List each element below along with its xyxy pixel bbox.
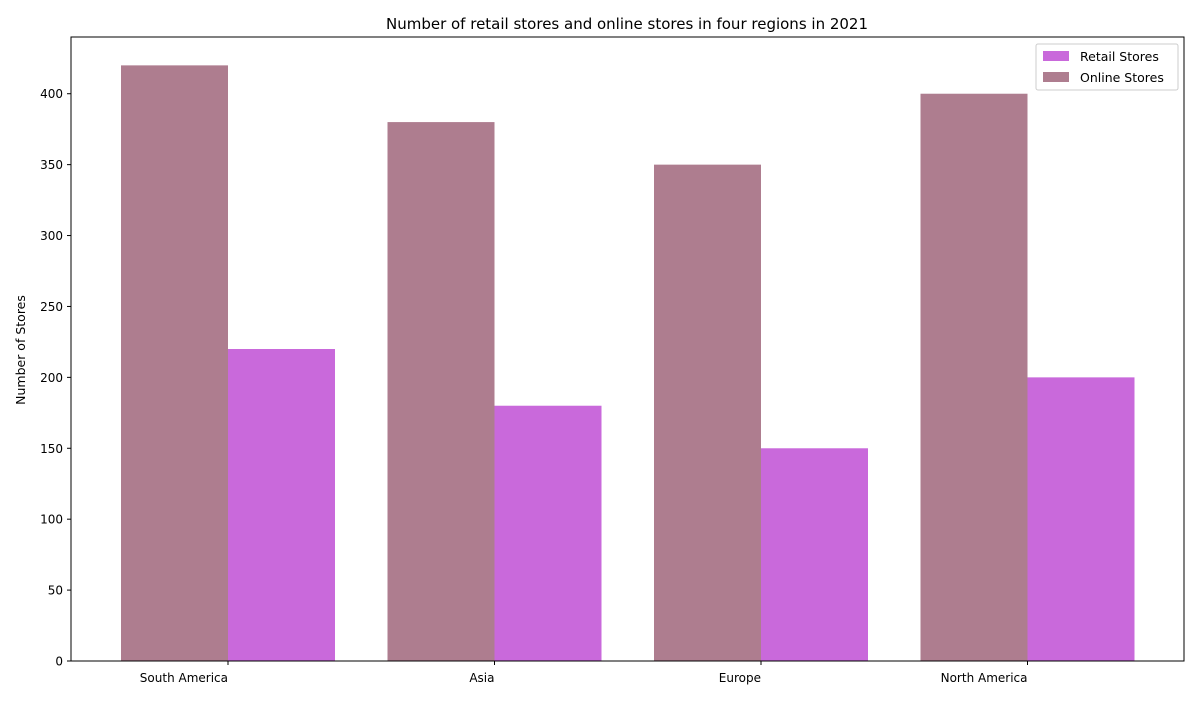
bar-online-stores-north-america [920, 93, 1028, 661]
x-tick-label-south-america: South America [140, 671, 228, 685]
x-tick-label-asia: Asia [469, 671, 494, 685]
legend-swatch-retail-stores [1043, 51, 1069, 61]
legend-label-retail-stores: Retail Stores [1080, 49, 1159, 64]
y-tick-label-200: 200 [40, 371, 63, 385]
bar-retail-stores-south-america [228, 349, 335, 661]
legend: Retail Stores Online Stores [1035, 43, 1179, 91]
y-tick-label-100: 100 [40, 513, 63, 527]
y-tick-label-250: 250 [40, 300, 63, 314]
y-axis-label: Number of Stores [13, 295, 28, 405]
y-tick-label-0: 0 [55, 655, 63, 669]
chart-title: Number of retail stores and online store… [386, 15, 868, 33]
legend-label-online-stores: Online Stores [1080, 70, 1164, 85]
y-tick-label-350: 350 [40, 158, 63, 172]
bar-online-stores-south-america [121, 65, 228, 661]
legend-box [1035, 43, 1179, 91]
y-tick-label-50: 50 [48, 584, 63, 598]
y-tick-label-300: 300 [40, 229, 63, 243]
y-axis: 0 50 100 150 200 250 300 350 400 [40, 87, 71, 669]
bar-online-stores-europe [654, 164, 761, 662]
x-tick-label-europe: Europe [719, 671, 761, 685]
legend-swatch-online-stores [1043, 72, 1069, 82]
x-axis: South America Asia Europe North America [140, 661, 1028, 685]
bar-retail-stores-europe [761, 448, 868, 661]
y-tick-label-400: 400 [40, 87, 63, 101]
y-tick-label-150: 150 [40, 442, 63, 456]
bar-retail-stores-asia [494, 405, 602, 661]
x-tick-label-north-america: North America [941, 671, 1028, 685]
bars-layer [121, 65, 1135, 662]
bar-retail-stores-north-america [1027, 377, 1135, 661]
plot-area-frame [70, 36, 1185, 662]
bar-online-stores-asia [387, 122, 495, 661]
